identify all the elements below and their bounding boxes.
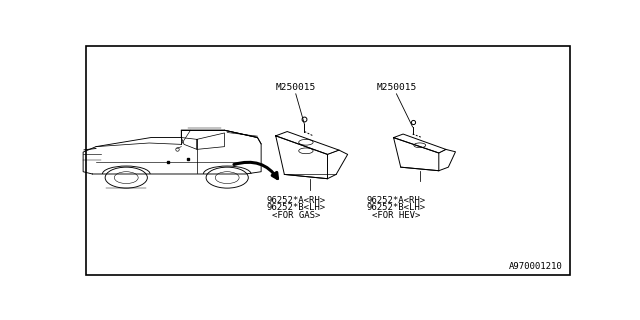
Text: 96252*B<LH>: 96252*B<LH> — [266, 204, 325, 212]
Text: 96252*B<LH>: 96252*B<LH> — [367, 204, 426, 212]
Text: <FOR HEV>: <FOR HEV> — [372, 211, 420, 220]
Text: 96252*A<RH>: 96252*A<RH> — [367, 196, 426, 205]
FancyArrowPatch shape — [234, 162, 278, 179]
Text: M250015: M250015 — [376, 83, 417, 92]
Text: <FOR GAS>: <FOR GAS> — [271, 211, 320, 220]
Text: 96252*A<RH>: 96252*A<RH> — [266, 196, 325, 205]
Text: A970001210: A970001210 — [508, 262, 562, 271]
Text: M250015: M250015 — [276, 83, 316, 92]
